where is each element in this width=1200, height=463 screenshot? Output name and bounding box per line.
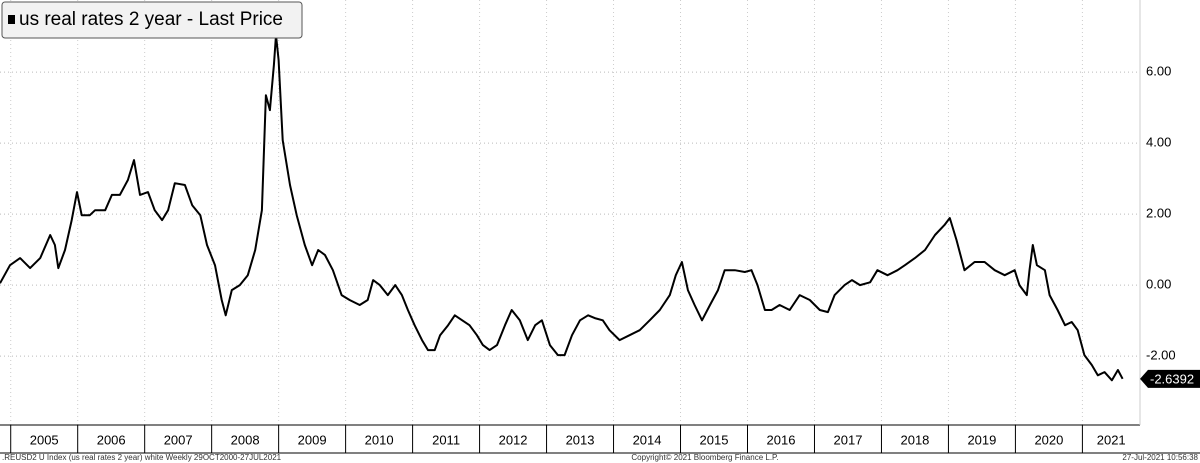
y-tick-label: 2.00 bbox=[1146, 206, 1171, 221]
y-tick-label: 0.00 bbox=[1146, 277, 1171, 292]
x-tick-label: 2008 bbox=[231, 432, 260, 447]
grid bbox=[0, 0, 1140, 425]
footer-right: 27-Jul-2021 10:56:38 bbox=[1122, 453, 1198, 462]
x-tick-label: 2011 bbox=[432, 432, 460, 447]
x-tick-label: 2009 bbox=[298, 432, 327, 447]
x-tick-label: 2013 bbox=[566, 432, 595, 447]
last-price-label: -2.6392 bbox=[1150, 371, 1194, 386]
legend-swatch bbox=[8, 15, 15, 24]
legend-box bbox=[1, 1, 303, 39]
x-tick-label: 2019 bbox=[967, 432, 996, 447]
x-tick-label: 2010 bbox=[365, 432, 394, 447]
x-tick-label: 2021 bbox=[1097, 432, 1126, 447]
x-tick-label: 2014 bbox=[633, 432, 662, 447]
footer-left: .REUSD2 U Index (us real rates 2 year) w… bbox=[2, 453, 282, 462]
plot bbox=[0, 34, 1124, 382]
y-tick-label: -2.00 bbox=[1146, 348, 1176, 363]
legend-label: us real rates 2 year - Last Price bbox=[19, 9, 283, 30]
data-line bbox=[0, 34, 1124, 382]
x-tick-label: 2015 bbox=[700, 432, 729, 447]
y-tick-label: 4.00 bbox=[1146, 135, 1171, 150]
y-tick-label: 6.00 bbox=[1146, 64, 1171, 79]
x-tick-label: 2020 bbox=[1034, 432, 1063, 447]
x-tick-label: 2016 bbox=[767, 432, 796, 447]
x-tick-label: 2005 bbox=[30, 432, 59, 447]
x-tick-label: 2017 bbox=[834, 432, 863, 447]
footer-center: Copyright© 2021 Bloomberg Finance L.P. bbox=[631, 453, 778, 462]
x-tick-label: 2012 bbox=[499, 432, 528, 447]
x-tick-label: 2007 bbox=[164, 432, 193, 447]
x-tick-label: 2018 bbox=[900, 432, 929, 447]
x-tick-label: 2006 bbox=[97, 432, 126, 447]
last-price-tag bbox=[1140, 369, 1200, 388]
